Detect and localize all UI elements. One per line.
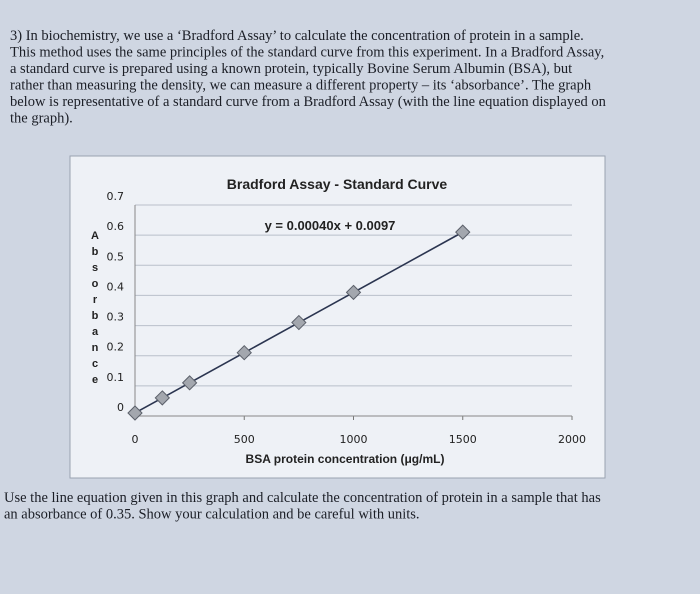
y-tick-label: 0 <box>117 401 124 414</box>
y-axis-title: Absorbance <box>89 230 101 390</box>
y-tick-label: 0.7 <box>107 190 125 203</box>
y-tick-label: 0.5 <box>107 250 125 263</box>
question-text: the graph). <box>10 111 73 127</box>
data-point <box>236 344 252 361</box>
x-tick-label: 2000 <box>558 433 586 446</box>
y-tick-label: 0.4 <box>107 280 125 293</box>
x-tick-label: 500 <box>234 433 255 446</box>
question-text: below is representative of a standard cu… <box>10 94 607 110</box>
data-point <box>154 390 171 406</box>
question-text: rather than measuring the density, we ca… <box>10 78 592 94</box>
y-tick-label: 0.2 <box>107 341 125 354</box>
question-text: 3) In biochemistry, we use a ‘Bradford A… <box>10 28 584 44</box>
data-point <box>345 284 362 301</box>
question-text: This method uses the same principles of … <box>10 45 604 61</box>
prompt-text: Use the line equation given in this grap… <box>4 490 601 506</box>
y-tick-label: 0.1 <box>107 371 125 384</box>
data-point <box>291 314 307 331</box>
y-tick-label: 0.3 <box>107 311 125 324</box>
x-tick-label: 1500 <box>449 433 477 446</box>
question-text: a standard curve is prepared using a kno… <box>10 61 572 77</box>
data-point <box>127 405 143 421</box>
equation: y = 0.00040x + 0.0097 <box>265 218 396 233</box>
chart-frame <box>69 155 606 479</box>
data-point <box>455 224 471 240</box>
x-axis-title: BSA protein concentration (μg/mL) <box>246 452 445 466</box>
x-tick-label: 1000 <box>340 433 368 446</box>
y-tick-label: 0.6 <box>107 220 125 233</box>
x-tick-label: 0 <box>132 433 139 446</box>
data-point <box>181 375 198 391</box>
prompt-text: an absorbance of 0.35. Show your calcula… <box>4 507 420 523</box>
chart-title: Bradford Assay - Standard Curve <box>227 176 448 192</box>
